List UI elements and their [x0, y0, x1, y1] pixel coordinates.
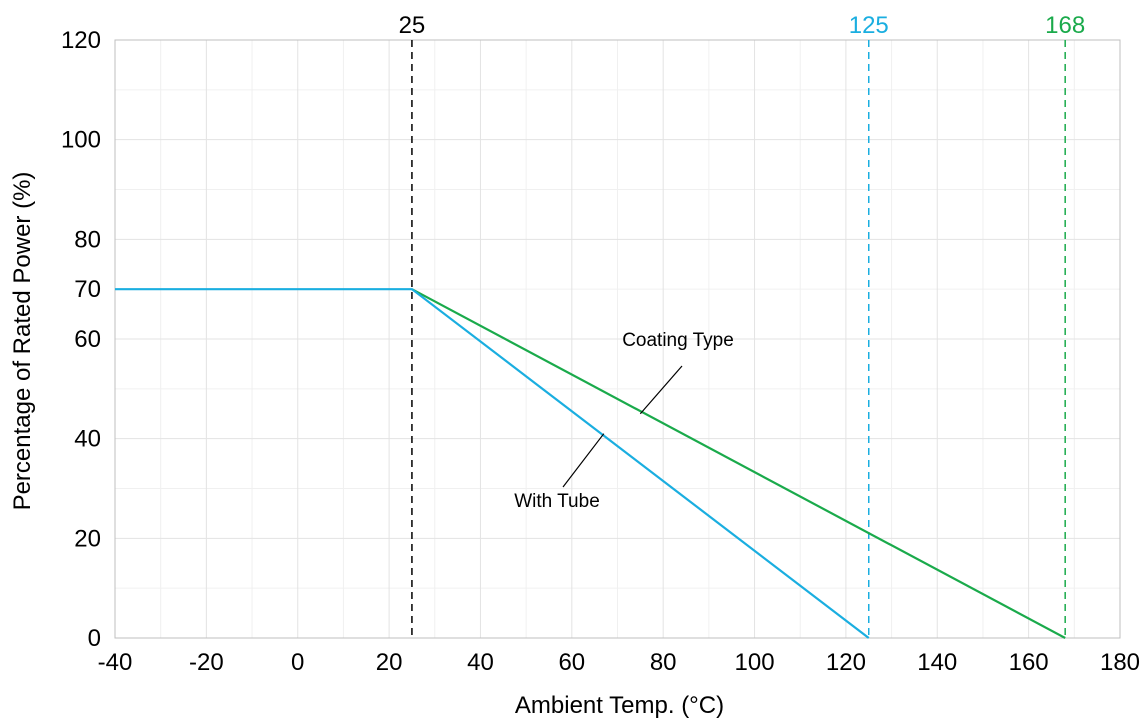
- callout-line-with-tube: [562, 433, 605, 488]
- reference-label-125: 125: [849, 12, 889, 39]
- x-axis-ticks: -40 -20 0 20 40 60 80 100 120 140 160 180: [98, 649, 1140, 676]
- y-axis-ticks: 0 20 40 60 70 80 100 120: [61, 27, 101, 652]
- x-tick-label: 160: [1009, 649, 1049, 676]
- series-line-coating-type: [411, 288, 1066, 639]
- callout-label-coating-type: Coating Type: [622, 330, 734, 351]
- y-axis-label: Percentage of Rated Power (%): [9, 172, 36, 511]
- major-grid: [115, 40, 1120, 638]
- callout-line-coating-type: [639, 365, 683, 415]
- reference-label-25: 25: [399, 12, 426, 39]
- reference-lines: 25 125 168: [399, 12, 1085, 638]
- reference-label-168: 168: [1045, 12, 1085, 39]
- x-tick-label: -40: [98, 649, 133, 676]
- y-tick-label: 0: [88, 625, 101, 652]
- series-lines: [115, 288, 1066, 639]
- y-tick-label: 100: [61, 127, 101, 154]
- y-tick-label: 60: [74, 326, 101, 353]
- x-tick-label: 40: [467, 649, 494, 676]
- plot-area-frame: [114, 39, 1121, 639]
- x-tick-label: 140: [917, 649, 957, 676]
- y-tick-label: 120: [61, 27, 101, 54]
- callout-label-with-tube: With Tube: [514, 491, 600, 512]
- y-tick-label: 40: [74, 426, 101, 453]
- y-tick-label: 70: [74, 276, 101, 303]
- x-tick-label: 180: [1100, 649, 1140, 676]
- x-tick-label: 100: [735, 649, 775, 676]
- x-axis-label: Ambient Temp. (°C): [515, 692, 724, 719]
- series-line-with-tube: [115, 288, 870, 639]
- annotation-callouts: Coating Type With Tube: [514, 330, 734, 512]
- x-tick-label: 60: [558, 649, 585, 676]
- x-tick-label: 20: [376, 649, 403, 676]
- y-tick-label: 20: [74, 525, 101, 552]
- y-tick-label: 80: [74, 226, 101, 253]
- x-tick-label: -20: [189, 649, 224, 676]
- x-tick-label: 120: [826, 649, 866, 676]
- x-tick-label: 80: [650, 649, 677, 676]
- x-tick-label: 0: [291, 649, 304, 676]
